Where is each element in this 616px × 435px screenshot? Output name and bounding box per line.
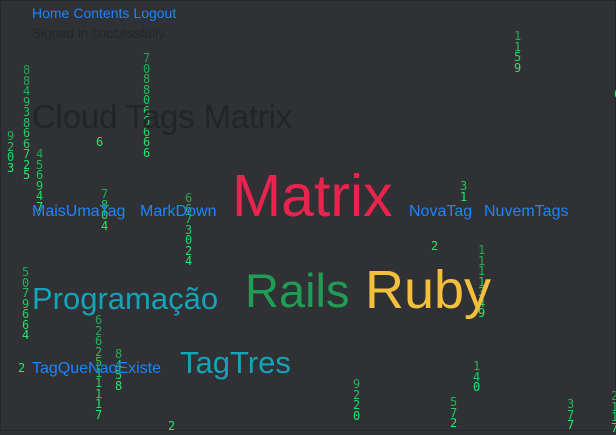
tag-link-maisumatag[interactable]: MaisUmaTag xyxy=(32,203,126,220)
flash-notice: Signed in successfully. xyxy=(32,26,168,41)
nav-logout-link[interactable]: Logout xyxy=(133,5,177,21)
tag-link-tagquenaoexiste[interactable]: TagQueNaoExiste xyxy=(32,360,161,377)
tag-link-matrix[interactable]: Matrix xyxy=(232,163,393,229)
tag-link-tagtres[interactable]: TagTres xyxy=(180,345,291,380)
top-nav: Home Contents Logout xyxy=(32,5,180,21)
tag-link-novatag[interactable]: NovaTag xyxy=(409,203,473,220)
page-title: Cloud Tags Matrix xyxy=(32,98,293,135)
tag-link-ruby[interactable]: Ruby xyxy=(365,260,492,320)
tag-link-programacao[interactable]: Programação xyxy=(32,281,219,316)
nav-contents-link[interactable]: Contents xyxy=(73,5,130,21)
tag-link-nuvemtags[interactable]: NuvemTags xyxy=(484,203,569,220)
nav-home-link[interactable]: Home xyxy=(32,5,70,21)
tag-link-rails[interactable]: Rails xyxy=(245,264,350,317)
tag-link-markdown[interactable]: MarkDown xyxy=(140,203,217,220)
